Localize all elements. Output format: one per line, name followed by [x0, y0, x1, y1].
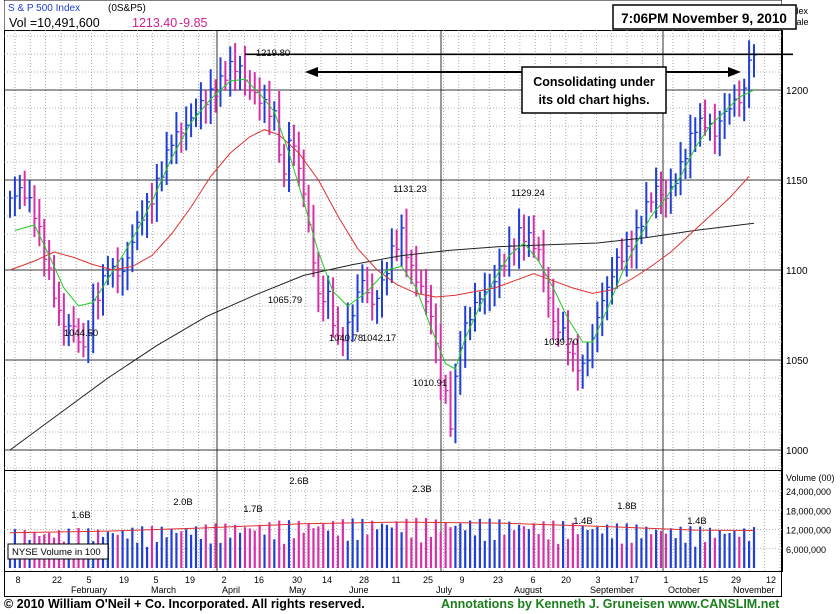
- price-tick-label: 1100: [786, 266, 808, 277]
- x-axis-day-label: 20: [561, 575, 571, 585]
- volume-moving-average: [9, 521, 755, 534]
- copyright-text: © 2010 William O'Neil + Co. Incorporated…: [4, 597, 365, 611]
- x-axis-day-label: 12: [766, 575, 776, 585]
- price-tick-label: 1000: [786, 446, 809, 457]
- index-name: S & P 500 Index: [8, 3, 80, 14]
- x-axis-month-label: July: [436, 585, 453, 595]
- volume-peak-label: 1.4B: [573, 516, 593, 527]
- volume-peak-label: 1.4B: [687, 516, 707, 527]
- x-axis-month-label: May: [289, 585, 307, 595]
- x-axis-day-label: 3: [595, 575, 600, 585]
- volume-peak-label: 2.3B: [412, 484, 432, 495]
- x-axis-day-label: 9: [459, 575, 464, 585]
- footer: © 2010 William O'Neil + Co. Incorporated…: [0, 597, 840, 614]
- moving-average-200-day: [9, 222, 755, 451]
- x-axis-day-label: 8: [15, 575, 20, 585]
- price-axis-title: Scale: [786, 17, 809, 27]
- annotation-credit-text: Annotations by Kenneth J. Gruneisen www.…: [441, 597, 780, 611]
- moving-average-10-week: [14, 78, 755, 370]
- annotation-box: [521, 66, 667, 114]
- price-point-label: 1039.70: [544, 337, 578, 348]
- volume-peak-label: 1.7B: [243, 504, 263, 515]
- volume-panel-border: [4, 470, 783, 572]
- x-axis-day-label: 15: [698, 575, 708, 585]
- x-axis-day-label: 16: [254, 575, 264, 585]
- volume-bars: [8, 517, 756, 568]
- timestamp-text: 7:06PM November 9, 2010: [621, 11, 787, 26]
- volume-tick-label: 18,000,000: [786, 506, 831, 516]
- arrow-head-left: [305, 67, 318, 77]
- annotation-line-2: its old chart highs.: [538, 93, 649, 107]
- x-axis-month-label: August: [514, 585, 543, 595]
- x-axis-month-label: October: [668, 585, 700, 595]
- price-point-label: 1044.50: [64, 328, 98, 339]
- x-axis-day-label: 19: [185, 575, 195, 585]
- price-point-label: 1010.91: [413, 378, 447, 389]
- volume-readout: Vol =10,491,600: [9, 16, 100, 30]
- volume-tick-label: 12,000,000: [786, 526, 831, 536]
- x-axis-month-label: September: [590, 585, 634, 595]
- volume-legend-text: NYSE Volume in 100: [12, 547, 101, 558]
- volume-peak-label: 1.6B: [71, 510, 91, 521]
- x-axis-month-label: June: [349, 585, 369, 595]
- price-point-label: 1129.24: [511, 188, 545, 199]
- price-point-label: 1219.80: [256, 48, 290, 59]
- x-axis-month-label: March: [151, 585, 176, 595]
- volume-legend-box: [7, 543, 109, 560]
- x-axis-day-label: 19: [119, 575, 129, 585]
- arrow-head-right: [728, 67, 741, 77]
- volume-peak-label: 2.0B: [173, 497, 193, 508]
- x-axis-day-label: 5: [153, 575, 158, 585]
- x-axis-month-label: April: [222, 585, 240, 595]
- x-axis-day-label: 28: [359, 575, 369, 585]
- price-axis-title: Index: [786, 6, 809, 16]
- x-axis-day-label: 6: [530, 575, 535, 585]
- x-axis-day-label: 22: [52, 575, 62, 585]
- annotation-line-1: Consolidating under: [533, 75, 655, 89]
- price-point-label: 1131.23: [393, 184, 427, 195]
- x-axis-day-label: 25: [423, 575, 433, 585]
- x-axis-day-label: 30: [292, 575, 302, 585]
- volume-tick-label: 6,000,000: [786, 545, 826, 555]
- x-axis-day-label: 23: [493, 575, 503, 585]
- volume-peak-label: 1.8B: [617, 501, 637, 512]
- moving-average-50-day: [9, 129, 750, 298]
- x-axis-day-label: 11: [391, 575, 400, 585]
- price-bars: [9, 40, 757, 444]
- price-tick-label: 1050: [786, 356, 809, 367]
- price-point-label: 1040.78: [329, 333, 363, 344]
- change-readout: -9.85: [179, 16, 208, 30]
- price-point-label: 1065.79: [268, 295, 302, 306]
- x-axis-day-label: 14: [322, 575, 332, 585]
- x-axis-day-label: 1: [663, 575, 668, 585]
- x-axis-day-label: 17: [629, 575, 639, 585]
- volume-peak-label: 2.6B: [289, 476, 309, 487]
- price-tick-label: 1150: [786, 176, 808, 187]
- volume-axis-title: Volume (00): [786, 473, 835, 483]
- x-axis-month-label: February: [71, 585, 108, 595]
- x-axis-month-label: November: [733, 585, 775, 595]
- volume-tick-label: 24,000,000: [786, 487, 831, 497]
- timestamp-box: [612, 4, 797, 30]
- x-axis-day-label: 2: [221, 575, 226, 585]
- price-point-label: 1042.17: [362, 333, 396, 344]
- index-symbol: (0S&P5): [108, 3, 146, 14]
- x-axis-day-label: 5: [86, 575, 91, 585]
- price-tick-label: 1200: [786, 86, 809, 97]
- price-readout: 1213.40: [132, 16, 177, 30]
- x-axis-day-label: 29: [731, 575, 741, 585]
